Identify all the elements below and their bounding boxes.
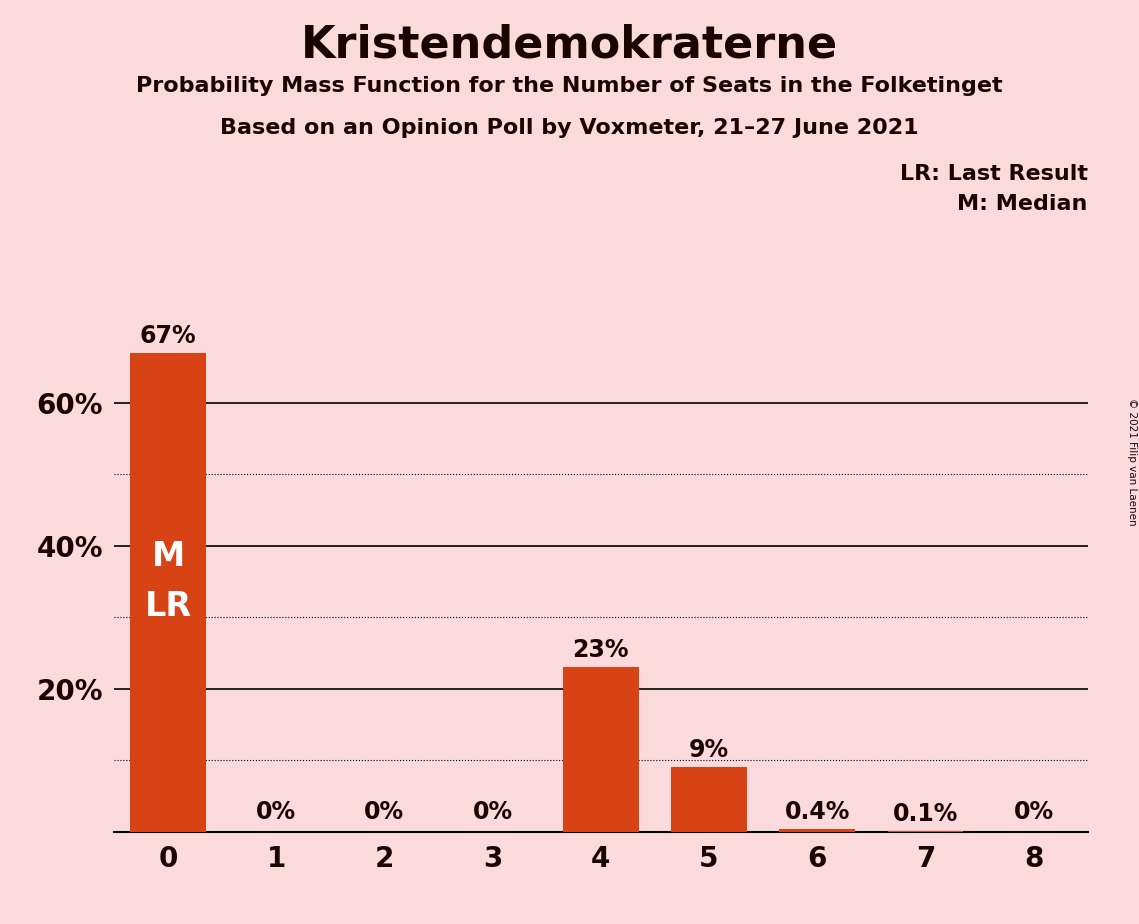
Text: Probability Mass Function for the Number of Seats in the Folketinget: Probability Mass Function for the Number…	[137, 76, 1002, 96]
Text: 23%: 23%	[573, 638, 629, 663]
Text: 67%: 67%	[140, 323, 196, 347]
Text: 0%: 0%	[256, 800, 296, 824]
Bar	[563, 667, 639, 832]
Text: © 2021 Filip van Laenen: © 2021 Filip van Laenen	[1126, 398, 1137, 526]
Text: Kristendemokraterne: Kristendemokraterne	[301, 23, 838, 67]
Text: M: M	[151, 540, 185, 573]
Text: 9%: 9%	[689, 738, 729, 762]
Text: 0.4%: 0.4%	[785, 800, 850, 823]
Text: M: Median: M: Median	[958, 194, 1088, 214]
Bar	[130, 353, 206, 832]
Text: 0.1%: 0.1%	[893, 802, 958, 826]
Text: Based on an Opinion Poll by Voxmeter, 21–27 June 2021: Based on an Opinion Poll by Voxmeter, 21…	[220, 118, 919, 139]
Bar	[671, 767, 747, 832]
Text: LR: LR	[145, 590, 191, 623]
Text: LR: Last Result: LR: Last Result	[900, 164, 1088, 184]
Text: 0%: 0%	[473, 800, 513, 824]
Text: 0%: 0%	[1014, 800, 1054, 824]
Text: 0%: 0%	[364, 800, 404, 824]
Bar	[779, 829, 855, 832]
